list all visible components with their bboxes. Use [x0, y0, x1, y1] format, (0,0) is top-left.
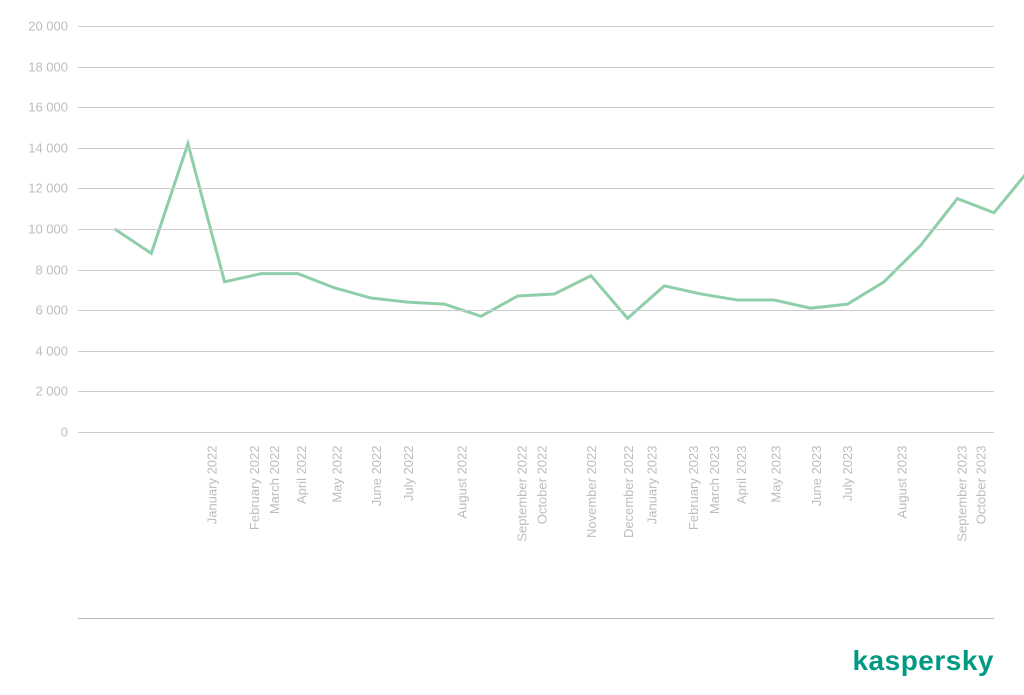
y-tick-label: 12 000: [28, 181, 78, 196]
x-tick-label: October 2022: [534, 446, 549, 525]
x-tick-label: April 2022: [294, 446, 309, 505]
x-tick-label: February 2022: [247, 446, 262, 531]
gridline: [78, 229, 994, 230]
x-tick-label: March 2023: [707, 446, 722, 515]
gridline: [78, 107, 994, 108]
gridline: [78, 391, 994, 392]
y-tick-label: 6 000: [35, 303, 78, 318]
x-tick-label: May 2023: [769, 446, 784, 503]
y-tick-label: 14 000: [28, 140, 78, 155]
x-tick-label: February 2023: [686, 446, 701, 531]
gridline: [78, 310, 994, 311]
x-tick-label: January 2023: [644, 446, 659, 525]
y-tick-label: 2 000: [35, 384, 78, 399]
gridline: [78, 26, 994, 27]
x-tick-label: April 2023: [734, 446, 749, 505]
y-tick-label: 8 000: [35, 262, 78, 277]
x-tick-label: May 2022: [329, 446, 344, 503]
y-tick-label: 10 000: [28, 222, 78, 237]
gridline: [78, 67, 994, 68]
x-tick-label: December 2022: [621, 446, 636, 539]
gridline: [78, 270, 994, 271]
x-tick-label: June 2023: [809, 446, 824, 507]
x-tick-label: August 2022: [455, 446, 470, 519]
bottom-rule: [78, 618, 994, 619]
x-tick-label: September 2023: [954, 446, 969, 542]
x-tick-label: October 2023: [974, 446, 989, 525]
chart-container: 0 2 000 4 000 6 000 8 000 10 000 12 000 14 000 1…: [0, 0, 1024, 695]
x-tick-label: August 2023: [895, 446, 910, 519]
y-tick-label: 18 000: [28, 59, 78, 74]
x-tick-label: July 2022: [401, 446, 416, 502]
y-tick-label: 16 000: [28, 100, 78, 115]
gridline: [78, 148, 994, 149]
x-tick-label: March 2022: [267, 446, 282, 515]
series-line: [115, 144, 1024, 319]
y-tick-label: 4 000: [35, 343, 78, 358]
gridline: [78, 432, 994, 433]
x-tick-label: September 2022: [515, 446, 530, 542]
gridline: [78, 188, 994, 189]
brand-logo: kaspersky: [852, 645, 994, 677]
gridline: [78, 351, 994, 352]
x-tick-label: November 2022: [584, 446, 599, 539]
x-tick-label: July 2023: [841, 446, 856, 502]
x-tick-label: January 2022: [204, 446, 219, 525]
plot-area: 02 0004 0006 0008 00010 00012 00014 0001…: [78, 26, 994, 432]
x-tick-label: June 2022: [369, 446, 384, 507]
y-tick-label: 20 000: [28, 19, 78, 34]
y-tick-label: 0: [61, 425, 78, 440]
